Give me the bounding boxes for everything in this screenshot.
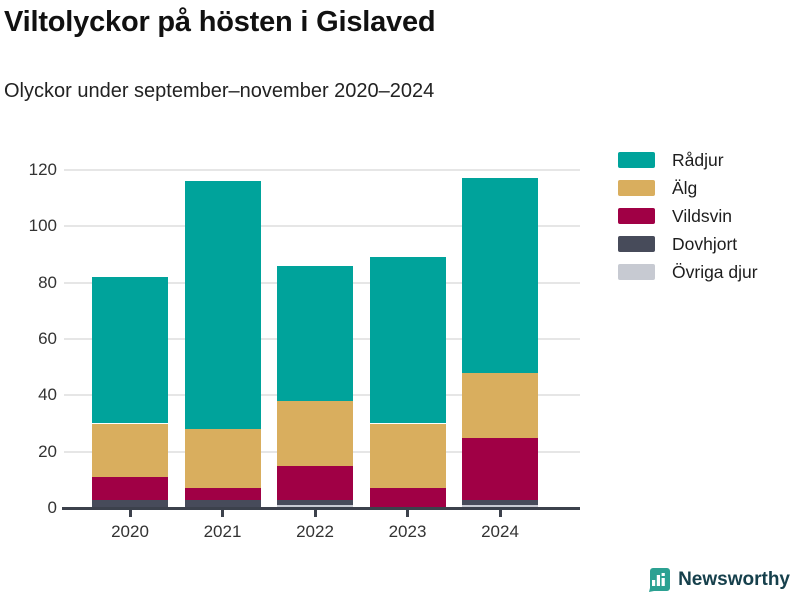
x-tick-label: 2020	[111, 522, 149, 541]
y-tick-label: 20	[38, 441, 57, 461]
legend-item-Dovhjort: Dovhjort	[618, 230, 758, 258]
x-tick-label: 2021	[203, 522, 242, 541]
y-tick-label: 120	[28, 160, 57, 179]
y-tick-label: 100	[28, 216, 57, 236]
y-tick-label: 80	[38, 272, 57, 292]
legend-item-Vildsvin: Vildsvin	[618, 202, 758, 230]
newsworthy-logo-icon	[649, 568, 671, 592]
bar-segment-2022-Älg	[277, 400, 353, 466]
bar-segment-2020-Rådjur	[92, 277, 168, 424]
x-tick-mark	[128, 509, 132, 517]
bar-segment-2022-Övriga djur	[277, 505, 353, 508]
chart-title: Viltolyckor på hösten i Gislaved	[4, 6, 436, 38]
bar-segment-2021-Dovhjort	[184, 499, 261, 508]
brand-name: Newsworthy	[678, 568, 790, 590]
bar-segment-2022-Dovhjort	[277, 499, 353, 506]
bar-segment-2020-Vildsvin	[92, 477, 168, 500]
bar-segment-2024-Dovhjort	[462, 499, 538, 506]
legend-label: Övriga djur	[672, 261, 758, 282]
bar-segment-2024-Älg	[462, 372, 538, 438]
legend-swatch	[618, 152, 655, 168]
y-tick-label: 60	[38, 329, 57, 348]
x-tick-label: 2022	[296, 522, 334, 541]
bar-segment-2020-Dovhjort	[92, 499, 168, 508]
legend-label: Rådjur	[672, 149, 724, 170]
y-tick-label: 0	[47, 498, 57, 517]
brand-footer: Newsworthy	[646, 567, 790, 592]
bar-segment-2024-Övriga djur	[462, 505, 538, 508]
legend-label: Dovhjort	[672, 233, 738, 254]
bar-segment-2021-Vildsvin	[184, 488, 261, 500]
gridline	[64, 169, 580, 171]
bar-segment-2024-Rådjur	[462, 178, 538, 373]
y-tick-label: 40	[38, 385, 57, 405]
legend-item-Rådjur: Rådjur	[618, 146, 758, 174]
bar-segment-2023-Vildsvin	[369, 488, 446, 508]
x-tick-mark	[406, 509, 409, 517]
bar-segment-2022-Vildsvin	[277, 465, 353, 500]
bar-segment-2023-Rådjur	[369, 257, 446, 424]
legend-swatch	[618, 236, 655, 252]
bar-segment-2021-Älg	[184, 429, 261, 489]
gridline	[64, 225, 580, 228]
legend-swatch	[618, 180, 655, 196]
bar-segment-2024-Vildsvin	[462, 437, 538, 500]
x-tick-label: 2023	[388, 522, 427, 541]
legend-item-Övriga djur: Övriga djur	[618, 258, 758, 286]
bar-segment-2020-Älg	[92, 423, 168, 478]
x-tick-mark	[498, 509, 502, 517]
legend-swatch	[618, 208, 655, 224]
legend-label: Älg	[672, 177, 698, 198]
legend-label: Vildsvin	[672, 205, 732, 226]
bar-segment-2021-Rådjur	[184, 181, 261, 430]
bar-segment-2022-Rådjur	[277, 265, 353, 401]
x-tick-mark	[221, 509, 224, 517]
bar-segment-2023-Älg	[369, 423, 446, 489]
x-tick-label: 2024	[481, 522, 519, 541]
x-tick-mark	[313, 509, 317, 517]
chart-subtitle: Olyckor under september–november 2020–20…	[4, 80, 435, 102]
legend-swatch	[618, 264, 655, 280]
legend-item-Älg: Älg	[618, 174, 758, 202]
legend: Rådjur Älg Vildsvin Dovhjort Övriga djur	[618, 146, 758, 286]
x-axis-line	[62, 507, 580, 510]
